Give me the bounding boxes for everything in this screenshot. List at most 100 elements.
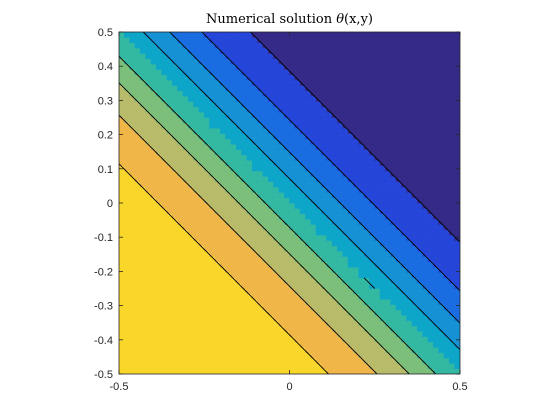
contour-band-cell [422,336,429,343]
contour-band-cell [374,32,381,38]
contour-band-cell [262,202,269,209]
contour-band-cell [406,149,413,156]
contour-band-cell [155,165,162,172]
contour-band-cell [294,368,301,374]
contour-band-cell [433,117,439,124]
contour-band-cell [251,138,258,145]
contour-band-cell [267,213,274,220]
contour-band-cell [422,240,429,247]
contour-band-cell [411,154,418,161]
contour-band-cell [395,127,402,134]
contour-band-cell [278,336,285,343]
contour-band-cell [230,224,237,231]
contour-band-cell [449,42,455,49]
y-tick-label: 0 [107,198,113,210]
contour-band-cell [119,111,125,118]
contour-band-cell [246,101,253,108]
contour-band-cell [129,250,136,257]
contour-band-cell [299,261,306,268]
contour-band-cell [401,304,408,311]
contour-band-cell [374,170,381,177]
contour-band-cell [385,240,392,247]
contour-band-cell [310,363,317,369]
contour-band-cell [299,149,306,156]
contour-band-cell [241,95,248,102]
contour-band-cell [417,208,424,214]
contour-band-cell [283,363,290,369]
contour-band-cell [246,330,253,337]
contour-band-cell [422,79,429,86]
contour-band-cell [294,330,301,337]
contour-band-cell [438,229,445,236]
contour-band-cell [198,298,205,305]
contour-band-cell [390,186,397,193]
contour-band-cell [417,127,424,134]
contour-band-cell [315,314,322,321]
contour-band-cell [225,32,232,38]
contour-band-cell [406,138,413,145]
contour-band-cell [225,122,232,129]
contour-band-cell [203,175,210,182]
contour-band-cell [150,208,157,214]
contour-band-cell [337,363,344,369]
contour-band-cell [241,202,248,209]
contour-band-cell [198,143,205,150]
contour-band-cell [326,298,333,305]
contour-band-cell [438,336,445,343]
contour-band-cell [353,298,360,305]
contour-band-cell [278,42,285,49]
contour-band-cell [379,85,386,92]
contour-band-cell [337,111,344,118]
contour-band-cell [278,37,285,43]
contour-band-cell [385,122,392,129]
contour-band-cell [257,325,264,332]
contour-band-cell [187,42,194,49]
contour-band-cell [454,47,460,54]
contour-band-cell [235,111,242,118]
contour-band-cell [219,293,226,300]
contour-band-cell [369,32,376,38]
contour-band-cell [219,175,226,182]
contour-band-cell [353,213,360,220]
contour-band-cell [395,175,402,182]
contour-band-cell [438,143,445,150]
contour-band-cell [321,218,328,225]
contour-band-cell [257,293,264,300]
contour-band-cell [177,272,184,279]
chart-title-prefix: Numerical solution [206,12,336,27]
contour-band-cell [267,74,274,81]
contour-band-cell [171,250,178,257]
contour-band-cell [417,250,424,257]
contour-band-cell [331,165,338,172]
contour-band-cell [438,133,445,140]
contour-band-cell [246,117,253,124]
contour-band-cell [433,368,439,374]
contour-band-cell [241,229,248,236]
contour-band-cell [294,346,301,353]
contour-band-cell [427,266,434,273]
contour-band-cell [326,320,333,327]
contour-band-cell [358,330,365,337]
contour-band-cell [257,192,264,198]
contour-band-cell [214,256,221,263]
contour-band-cell [411,117,418,124]
contour-band-cell [422,325,429,332]
contour-band-cell [166,352,173,359]
contour-band-cell [449,90,455,97]
contour-band-cell [198,325,205,332]
contour-band-cell [363,42,370,49]
contour-band-cell [129,122,136,129]
contour-band-cell [235,42,242,49]
contour-band-cell [182,192,189,198]
contour-band-cell [385,202,392,209]
contour-band-cell [406,143,413,150]
contour-band-cell [305,63,312,70]
contour-band-cell [193,314,200,321]
contour-band-cell [203,314,210,321]
contour-band-cell [203,320,210,327]
contour-band-cell [230,154,237,161]
contour-band-cell [321,208,328,214]
contour-band-cell [294,149,301,156]
contour-band-cell [214,53,221,60]
contour-band-cell [299,320,306,327]
